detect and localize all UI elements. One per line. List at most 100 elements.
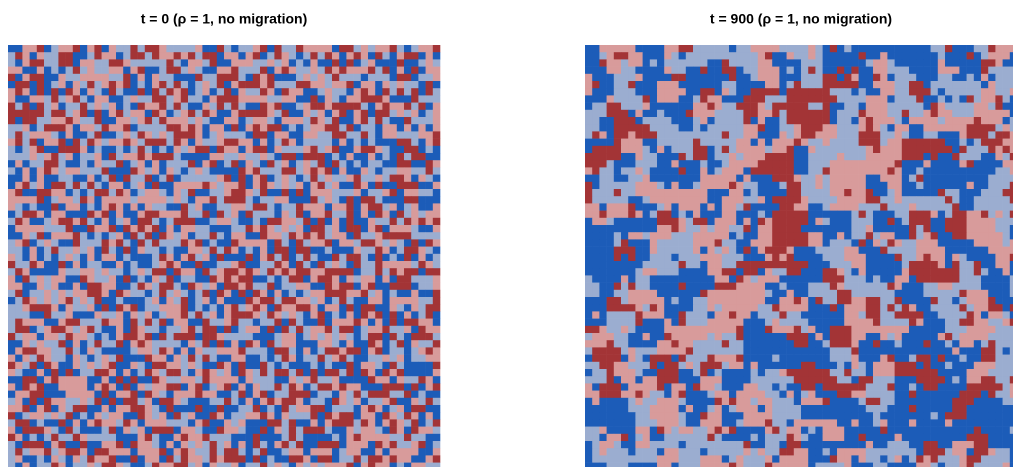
cell	[721, 167, 730, 175]
cell	[973, 95, 982, 103]
cell	[353, 138, 362, 147]
cell	[44, 340, 52, 348]
cell	[901, 153, 910, 161]
cell	[180, 275, 189, 283]
cell	[822, 102, 831, 111]
cell	[808, 124, 816, 132]
cell	[123, 95, 131, 103]
cell	[303, 311, 311, 319]
cell	[202, 102, 210, 111]
cell	[310, 282, 318, 291]
cell	[245, 261, 254, 269]
cell	[324, 455, 333, 463]
cell	[152, 153, 160, 161]
cell	[360, 261, 369, 269]
cell	[15, 167, 23, 175]
cell	[274, 167, 282, 175]
cell	[22, 419, 30, 427]
cell	[360, 275, 369, 283]
cell	[188, 225, 196, 233]
cell	[224, 138, 232, 147]
cell	[173, 131, 182, 139]
cell	[173, 297, 182, 305]
cell	[216, 52, 225, 60]
cell	[966, 102, 975, 111]
cell	[80, 397, 88, 406]
cell	[375, 390, 383, 399]
cell	[296, 189, 304, 197]
cell	[36, 73, 45, 82]
cell	[36, 52, 45, 60]
cell	[317, 289, 326, 298]
cell	[721, 66, 730, 75]
cell	[815, 203, 823, 211]
cell	[729, 138, 737, 147]
cell	[375, 95, 383, 103]
cell	[382, 174, 390, 183]
cell	[173, 376, 182, 384]
cell	[238, 376, 246, 384]
cell	[152, 253, 160, 262]
cell	[202, 383, 210, 391]
cell	[793, 153, 802, 161]
cell	[411, 181, 419, 190]
cell	[29, 383, 38, 391]
cell	[995, 52, 1003, 60]
cell	[613, 196, 622, 204]
cell	[108, 174, 117, 183]
cell	[274, 376, 282, 384]
cell	[332, 232, 340, 240]
cell	[216, 282, 225, 291]
cell	[58, 225, 66, 233]
cell	[894, 59, 903, 67]
cell	[245, 189, 254, 197]
cell	[231, 289, 239, 298]
cell	[44, 95, 52, 103]
cell	[858, 131, 867, 139]
cell	[159, 217, 167, 226]
cell	[44, 181, 52, 190]
cell	[8, 318, 16, 327]
cell	[693, 59, 701, 67]
cell	[101, 297, 110, 305]
cell	[945, 124, 953, 132]
cell	[599, 167, 607, 175]
cell	[981, 52, 989, 60]
cell	[851, 81, 859, 89]
cell	[94, 354, 102, 363]
cell	[700, 131, 708, 139]
cell	[51, 153, 59, 161]
cell	[368, 196, 376, 204]
cell	[973, 160, 982, 168]
cell	[72, 390, 81, 399]
cell	[382, 448, 390, 456]
cell	[916, 153, 924, 161]
cell	[729, 88, 737, 96]
cell	[108, 160, 117, 168]
cell	[937, 73, 946, 82]
cell	[22, 261, 30, 269]
cell	[844, 52, 852, 60]
cell	[981, 109, 989, 118]
cell	[288, 52, 297, 60]
cell	[815, 138, 823, 147]
cell	[368, 347, 376, 355]
cell	[281, 304, 290, 312]
cell	[389, 88, 398, 96]
cell	[621, 102, 629, 111]
cell	[822, 145, 831, 154]
cell	[714, 189, 723, 197]
cell	[224, 275, 232, 283]
cell	[952, 95, 960, 103]
cell	[721, 73, 730, 82]
cell	[360, 88, 369, 96]
cell	[166, 66, 174, 75]
cell	[801, 138, 809, 147]
cell	[8, 109, 16, 118]
cell	[123, 325, 131, 334]
cell	[729, 66, 737, 75]
cell	[87, 383, 95, 391]
cell	[130, 167, 138, 175]
cell	[101, 397, 110, 406]
cell	[8, 419, 16, 427]
